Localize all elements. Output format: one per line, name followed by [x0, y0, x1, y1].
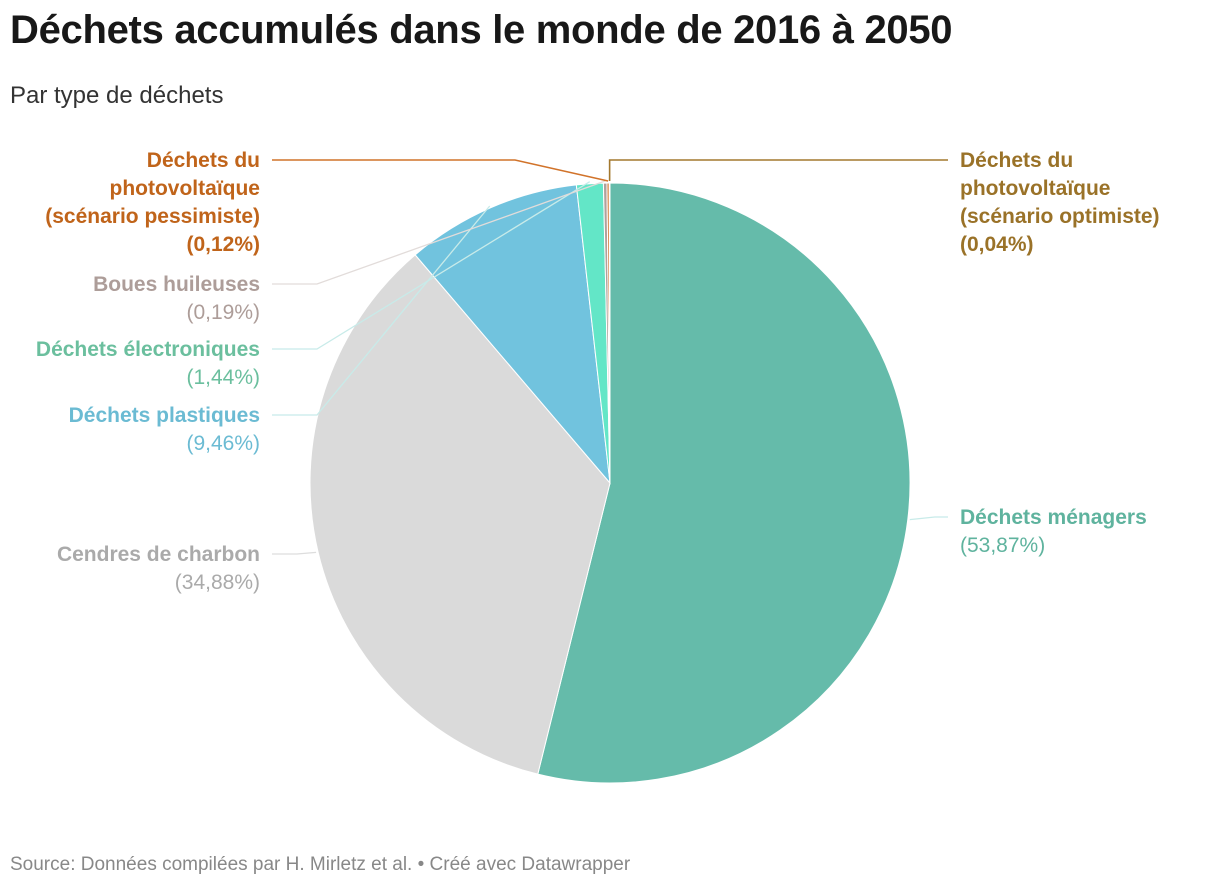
- slice-label-name: Déchets du: [960, 149, 1073, 172]
- chart-subtitle: Par type de déchets: [10, 82, 224, 109]
- chart-title: Déchets accumulés dans le monde de 2016 …: [10, 8, 953, 52]
- pie-slice-6: [608, 182, 611, 484]
- leader-line-4: [272, 180, 606, 285]
- slice-labels: Déchets ménagers (53,87%) Cendres de charb…: [36, 149, 1160, 594]
- slice-value-label: (0,12%): [186, 233, 260, 256]
- slice-label-name: Boues huileuses: [93, 273, 260, 296]
- leader-line-0: [909, 516, 948, 521]
- slice-label-4: Boues huileuses (0,19%): [93, 273, 260, 324]
- slice-label-3: Déchets électroniques (1,44%): [36, 338, 260, 389]
- slice-label-5: Déchets du photovoltaïque (scénario pessim…: [45, 149, 260, 256]
- slice-label-name: Déchets plastiques: [69, 404, 260, 427]
- pie-slice-0: [537, 182, 911, 784]
- slice-value-label: (1,44%): [186, 366, 260, 389]
- slice-label-name: Déchets électroniques: [36, 338, 260, 361]
- slice-label-6: Déchets du photovoltaïque (scénario optimi…: [960, 149, 1160, 256]
- slice-label-name: Cendres de charbon: [57, 543, 260, 566]
- slice-value-label: (9,46%): [186, 432, 260, 455]
- slice-value-label: (34,88%): [175, 571, 260, 594]
- slice-label-name: photovoltaïque: [110, 177, 261, 200]
- source-note: Source: Données compilées par H. Mirletz…: [10, 854, 631, 875]
- slice-label-name: (scénario pessimiste): [45, 205, 260, 228]
- pie-slice-1: [309, 254, 611, 775]
- slice-value-label: (0,19%): [186, 301, 260, 324]
- slice-label-name: Déchets ménagers: [960, 506, 1147, 529]
- slice-label-name: (scénario optimiste): [960, 205, 1160, 228]
- slice-label-2: Déchets plastiques (9,46%): [69, 404, 260, 455]
- pie-slices: [309, 182, 911, 784]
- slice-label-1: Cendres de charbon (34,88%): [57, 543, 260, 594]
- leader-lines: [272, 159, 948, 555]
- slice-value-label: (0,04%): [960, 233, 1034, 256]
- leader-line-5: [272, 159, 609, 182]
- slice-label-name: photovoltaïque: [960, 177, 1111, 200]
- slice-value-label: (53,87%): [960, 534, 1045, 557]
- leader-line-3: [272, 181, 591, 350]
- leader-line-6: [608, 159, 948, 182]
- slice-label-name: Déchets du: [147, 149, 260, 172]
- leader-line-2: [272, 205, 491, 416]
- slice-label-0: Déchets ménagers (53,87%): [960, 506, 1147, 557]
- leader-line-1: [272, 551, 317, 555]
